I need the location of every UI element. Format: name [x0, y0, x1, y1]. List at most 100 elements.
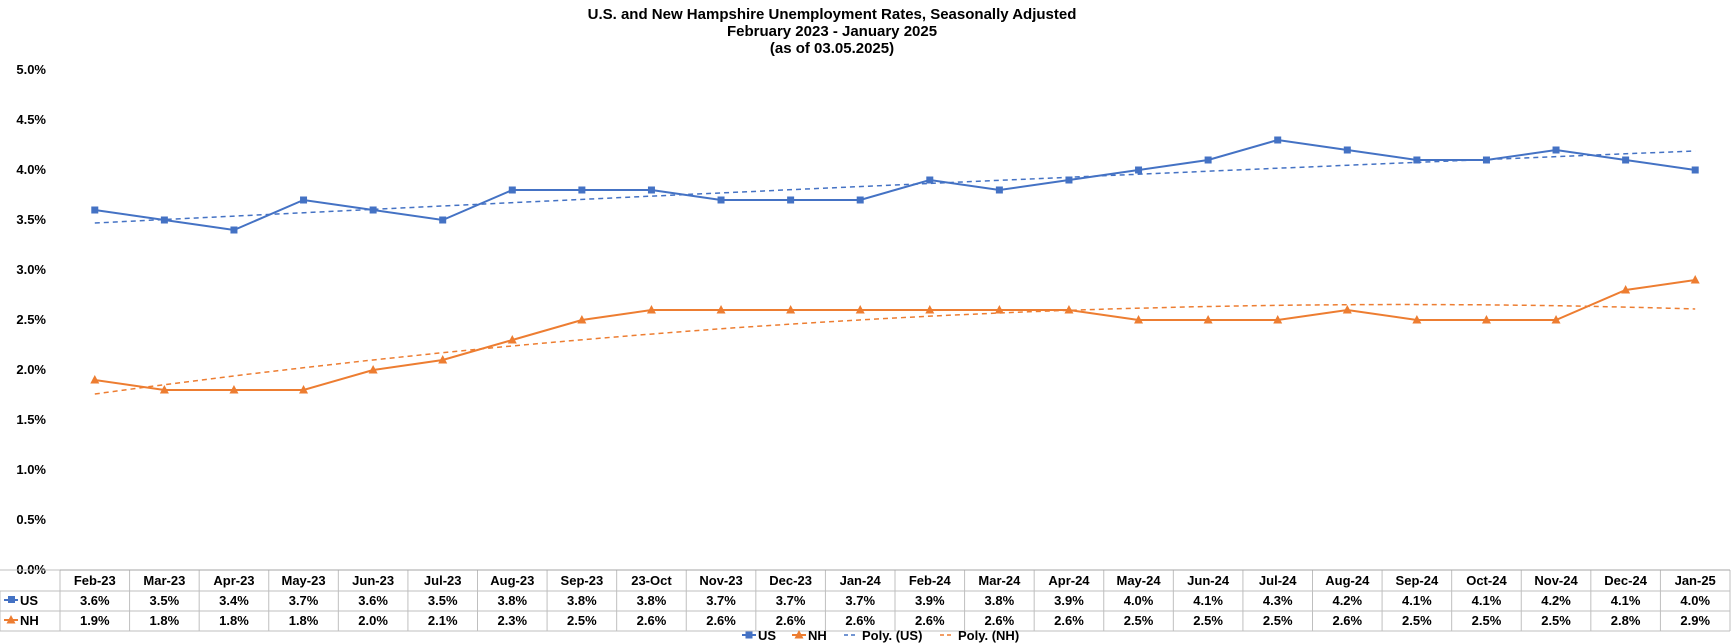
- x-tick-label: May-24: [1117, 573, 1162, 588]
- table-cell-value: 2.0%: [358, 613, 388, 628]
- y-tick-label: 5.0%: [16, 62, 46, 77]
- x-tick-label: 23-Oct: [631, 573, 672, 588]
- table-cell-value: 2.6%: [1332, 613, 1362, 628]
- nh-data-point: [646, 305, 656, 314]
- y-tick-label: 2.5%: [16, 312, 46, 327]
- table-cell-value: 2.5%: [1541, 613, 1571, 628]
- x-tick-label: Aug-24: [1325, 573, 1370, 588]
- nh-data-point: [507, 335, 517, 344]
- x-tick-label: Apr-23: [213, 573, 254, 588]
- table-cell-value: 4.2%: [1541, 593, 1571, 608]
- table-cell-value: 2.6%: [1054, 613, 1084, 628]
- chart-subtitle-date: (as of 03.05.2025): [769, 40, 895, 57]
- us-series-line: [94, 138, 1696, 232]
- x-tick-label: Nov-23: [699, 573, 742, 588]
- nh-data-point: [368, 365, 378, 374]
- table-cell-value: 2.5%: [1124, 613, 1154, 628]
- table-cell-value: 3.8%: [497, 593, 527, 608]
- table-cell-value: 1.8%: [219, 613, 249, 628]
- us-data-point: [926, 176, 934, 184]
- nh-data-point: [1273, 315, 1283, 324]
- table-cell-value: 3.5%: [150, 593, 180, 608]
- chart-titles: U.S. and New Hampshire Unemployment Rate…: [0, 6, 1664, 57]
- x-tick-label: Jan-24: [840, 573, 882, 588]
- us-data-point: [1065, 176, 1073, 184]
- table-cell-value: 3.7%: [289, 593, 319, 608]
- us-data-point: [856, 196, 864, 204]
- table-cell-value: 2.5%: [1472, 613, 1502, 628]
- legend-nh-label: NH: [808, 628, 827, 643]
- nh-data-point: [855, 305, 865, 314]
- table-cell-value: 2.1%: [428, 613, 458, 628]
- us-data-point: [300, 196, 308, 204]
- x-tick-label: Mar-23: [143, 573, 185, 588]
- table-cell-value: 4.1%: [1472, 593, 1502, 608]
- us-data-point: [1135, 166, 1143, 174]
- table-cell-value: 3.7%: [776, 593, 806, 608]
- nh-data-point: [786, 305, 796, 314]
- us-data-point: [1691, 166, 1699, 174]
- nh-data-point: [925, 305, 935, 314]
- nh-data-point: [994, 305, 1004, 314]
- table-cell-value: 4.1%: [1193, 593, 1223, 608]
- table-cell-value: 4.2%: [1332, 593, 1362, 608]
- table-cell-value: 3.7%: [845, 593, 875, 608]
- table-cell-value: 3.9%: [1054, 593, 1084, 608]
- us-data-point: [1343, 146, 1351, 154]
- table-row-header: NH: [20, 613, 39, 628]
- nh-data-point: [159, 385, 169, 394]
- table-cell-value: 2.8%: [1611, 613, 1641, 628]
- table-cell-value: 2.6%: [845, 613, 875, 628]
- us-data-point: [787, 196, 795, 204]
- us-data-point: [995, 186, 1003, 194]
- us-data-point: [1413, 156, 1421, 164]
- us-data-point: [508, 186, 516, 194]
- x-tick-label: Mar-24: [978, 573, 1021, 588]
- us-data-point: [578, 186, 586, 194]
- nh-data-point: [1342, 305, 1352, 314]
- x-tick-label: Oct-24: [1466, 573, 1507, 588]
- nh-data-point: [1621, 285, 1631, 294]
- nh-data-point: [1203, 315, 1213, 324]
- us-data-point: [1274, 136, 1282, 144]
- legend-poly-us-label: Poly. (US): [862, 628, 922, 643]
- us-data-point: [1552, 146, 1560, 154]
- y-tick-label: 3.0%: [16, 262, 46, 277]
- table-cell-value: 1.9%: [80, 613, 110, 628]
- nh-data-point: [229, 385, 239, 394]
- table-cell-value: 3.5%: [428, 593, 458, 608]
- x-tick-label: Nov-24: [1534, 573, 1578, 588]
- nh-data-point: [90, 375, 100, 384]
- us-data-point: [91, 206, 99, 214]
- chart-subtitle: February 2023 - January 2025: [726, 23, 938, 40]
- table-cell-value: 2.6%: [985, 613, 1015, 628]
- y-tick-label: 0.5%: [16, 512, 46, 527]
- us-trendline: [94, 150, 1696, 224]
- nh-data-point: [1064, 305, 1074, 314]
- x-tick-label: Sep-23: [561, 573, 604, 588]
- table-cell-value: 2.6%: [637, 613, 667, 628]
- x-tick-label: Feb-24: [909, 573, 952, 588]
- table-cell-value: 2.5%: [1402, 613, 1432, 628]
- x-tick-label: Jul-24: [1259, 573, 1297, 588]
- table-cell-value: 3.6%: [358, 593, 388, 608]
- table-cell-value: 2.3%: [497, 613, 527, 628]
- us-data-point: [1204, 156, 1212, 164]
- table-cell-value: 4.1%: [1402, 593, 1432, 608]
- table-cell-value: 2.9%: [1680, 613, 1710, 628]
- nh-data-point: [1690, 275, 1700, 284]
- table-cell-value: 2.6%: [776, 613, 806, 628]
- table-cell-value: 3.6%: [80, 593, 110, 608]
- y-tick-label: 4.5%: [16, 112, 46, 127]
- us-data-point: [369, 206, 377, 214]
- table-cell-value: 3.8%: [567, 593, 597, 608]
- x-tick-label: Sep-24: [1396, 573, 1439, 588]
- nh-data-point: [1412, 315, 1422, 324]
- table-cell-value: 2.5%: [1263, 613, 1293, 628]
- y-tick-label: 1.0%: [16, 462, 46, 477]
- chart-title: U.S. and New Hampshire Unemployment Rate…: [587, 6, 1077, 23]
- x-tick-label: Jun-23: [352, 573, 394, 588]
- nh-data-point: [716, 305, 726, 314]
- us-key-marker: [8, 596, 15, 603]
- legend-poly-nh-label: Poly. (NH): [958, 628, 1019, 643]
